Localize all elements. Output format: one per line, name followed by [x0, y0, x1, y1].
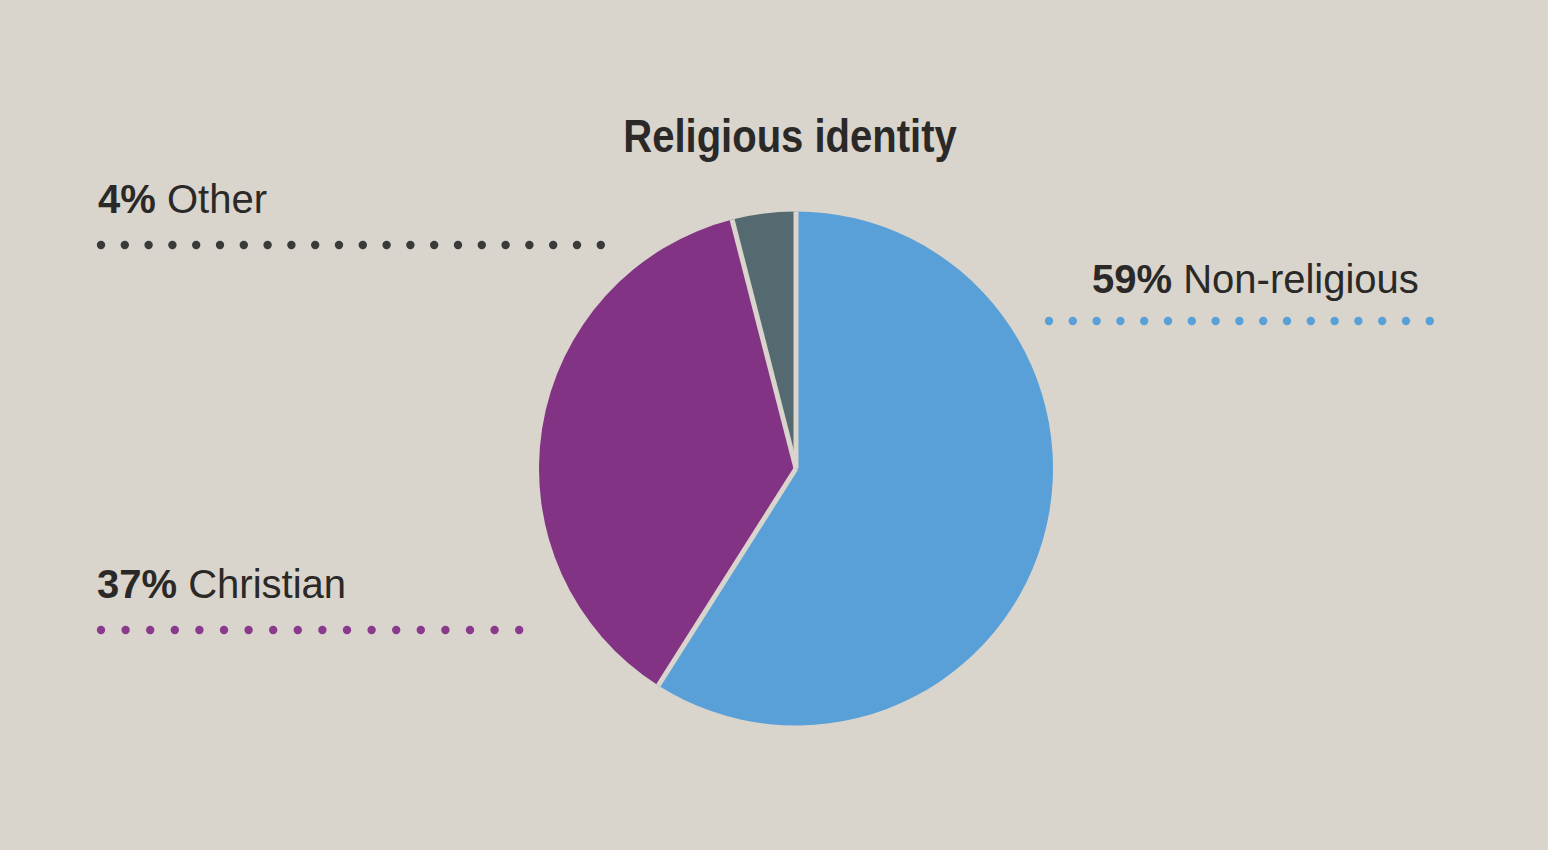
chart-title-text: Religious identity — [623, 109, 957, 163]
callout-nonreligious: 59% Non-religious — [1092, 257, 1419, 302]
callout-christian: 37% Christian — [97, 562, 346, 607]
callout-other: 4% Other — [98, 177, 267, 222]
callout-nonreligious-label: Non-religious — [1183, 257, 1419, 301]
chart-title: Religious identity — [598, 109, 981, 163]
dotted-leader-other — [97, 241, 605, 249]
callout-christian-label: Christian — [188, 562, 346, 606]
dotted-leader-christian — [97, 626, 524, 634]
callout-christian-percent: 37% — [97, 562, 177, 606]
chart-background: Religious identity 4% Other 59% Non-reli… — [0, 0, 1548, 850]
dotted-leader-non-religious — [1045, 317, 1434, 325]
callout-other-percent: 4% — [98, 177, 156, 221]
callout-other-label: Other — [167, 177, 267, 221]
callout-nonreligious-percent: 59% — [1092, 257, 1172, 301]
